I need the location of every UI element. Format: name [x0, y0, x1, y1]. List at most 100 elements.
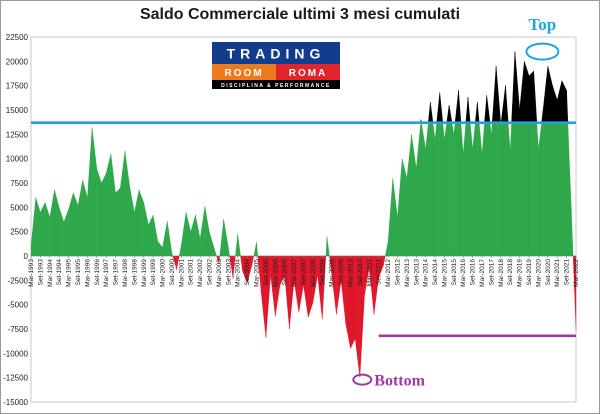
x-tick-label: Mar-2020 [535, 259, 542, 287]
y-tick-label: -7500 [8, 325, 29, 334]
y-tick-label: 0 [24, 252, 29, 261]
x-tick-label: Set-2011 [376, 259, 383, 285]
x-tick-label: Set-1994 [56, 259, 63, 286]
x-tick-label: Set-1993 [37, 259, 44, 286]
x-tick-label: Mar-2010 [347, 259, 354, 287]
logo-tagline: DISCIPLINA & PERFORMANCE [221, 83, 331, 89]
x-tick-label: Set-2001 [188, 259, 195, 286]
x-tick-label: Mar-1995 [66, 259, 73, 287]
logo-orange-band [212, 64, 276, 80]
x-tick-label: Mar-2000 [160, 259, 167, 287]
x-tick-label: Set-1998 [131, 259, 138, 286]
x-tick-label: Set-1999 [150, 259, 157, 286]
x-tick-label: Set-1995 [75, 259, 82, 286]
y-tick-label: 15000 [6, 106, 29, 115]
x-tick-label: Set-2000 [169, 259, 176, 286]
trading-room-roma-logo: TRADING ROOM ROMA DISCIPLINA & PERFORMAN… [212, 42, 340, 89]
x-tick-label: Set-2019 [526, 259, 533, 286]
x-tick-label: Mar-2009 [329, 259, 336, 287]
x-tick-label: Mar-1999 [141, 259, 148, 287]
x-tick-label: Mar-2012 [385, 259, 392, 287]
x-tick-label: Set-2004 [244, 259, 251, 286]
x-tick-label: Set-2020 [545, 259, 552, 286]
x-tick-label: Mar-2008 [310, 259, 317, 287]
logo-red-band [276, 64, 340, 80]
area-segment [115, 187, 121, 257]
x-tick-label: Set-2021 [564, 259, 571, 286]
x-tick-label: Set-2015 [451, 259, 458, 286]
y-tick-label: -5000 [8, 301, 29, 310]
x-tick-label: Set-2017 [488, 259, 495, 286]
bottom-ellipse [352, 373, 373, 386]
y-tick-label: 12500 [6, 130, 29, 139]
y-tick-label: 10000 [6, 155, 29, 164]
top-annotation-label: Top [529, 15, 557, 34]
x-tick-label: Mar-1997 [103, 259, 110, 287]
y-tick-label: -2500 [8, 276, 29, 285]
x-tick-label: Set-2008 [319, 259, 326, 286]
area-segment [40, 202, 46, 257]
x-tick-label: Set-2002 [207, 259, 214, 286]
x-axis: Mar-1993 Set-1993 Mar-1994 Set-1994 Mar-1995… [28, 256, 580, 287]
x-tick-label: Mar-2021 [554, 259, 561, 287]
x-tick-label: Mar-2016 [460, 259, 467, 287]
x-tick-label: Mar-2002 [197, 259, 204, 287]
annotations: Top Bottom [352, 15, 560, 390]
x-tick-label: Set-2014 [432, 259, 439, 286]
x-tick-label: Set-2018 [507, 259, 514, 286]
x-tick-label: Mar-2006 [272, 259, 279, 287]
x-tick-label: Mar-2022 [573, 259, 580, 287]
chart-title: Saldo Commerciale ultimi 3 mesi cumulati [139, 6, 461, 23]
y-tick-label: -15000 [3, 398, 28, 407]
x-tick-label: Set-2009 [338, 259, 345, 286]
x-tick-label: Set-2003 [225, 259, 232, 286]
x-tick-label: Set-2007 [301, 259, 308, 286]
y-tick-label: 5000 [10, 203, 28, 212]
x-tick-label: Set-2006 [282, 259, 289, 286]
bottom-annotation-label: Bottom [374, 373, 425, 390]
x-tick-label: Mar-1994 [47, 259, 54, 287]
x-tick-label: Set-1997 [113, 259, 120, 286]
area-segment [96, 168, 102, 257]
logo-line2a: ROOM [224, 68, 263, 79]
x-tick-label: Set-2005 [263, 259, 270, 286]
y-tick-label: 22500 [6, 33, 29, 42]
x-tick-label: Mar-2004 [235, 259, 242, 287]
area-segment [101, 173, 107, 257]
y-tick-label: -12500 [3, 374, 28, 383]
reference-lines [31, 121, 576, 338]
x-tick-label: Mar-2018 [498, 259, 505, 287]
x-tick-label: Set-2016 [470, 259, 477, 286]
x-tick-label: Mar-2013 [404, 259, 411, 287]
x-tick-label: Set-1996 [94, 259, 101, 286]
y-tick-label: 20000 [6, 57, 29, 66]
x-tick-label: Mar-2014 [423, 259, 430, 287]
x-tick-label: Mar-2001 [178, 259, 185, 287]
logo-line1: TRADING [227, 46, 326, 62]
plot-area [30, 36, 577, 403]
x-tick-label: Mar-1998 [122, 259, 129, 287]
y-tick-label: -10000 [3, 349, 28, 358]
above-top-segment [528, 70, 534, 123]
x-tick-label: Mar-1996 [84, 259, 91, 287]
logo-line2b: ROMA [289, 68, 328, 79]
logo-top-band [212, 42, 340, 64]
y-axis: 22500 20000 17500 15000 12500 10000 7500 5000 25… [3, 33, 28, 407]
top-ellipse [525, 42, 560, 61]
x-tick-label: Mar-1993 [28, 259, 35, 287]
x-tick-label: Mar-2015 [441, 259, 448, 287]
x-tick-label: Set-2012 [394, 259, 401, 286]
x-tick-label: Mar-2007 [291, 259, 298, 287]
x-tick-label: Mar-2017 [479, 259, 486, 287]
x-tick-label: Mar-2005 [254, 259, 261, 287]
x-tick-label: Set-2013 [413, 259, 420, 286]
y-tick-label: 17500 [6, 82, 29, 91]
y-tick-label: 2500 [10, 228, 28, 237]
x-tick-label: Mar-2003 [216, 259, 223, 287]
x-tick-label: Set-2010 [357, 259, 364, 286]
logo-tagline-band [212, 80, 340, 89]
x-tick-label: Mar-2011 [366, 259, 373, 287]
x-tick-label: Mar-2019 [517, 259, 524, 287]
y-tick-label: 7500 [10, 179, 28, 188]
